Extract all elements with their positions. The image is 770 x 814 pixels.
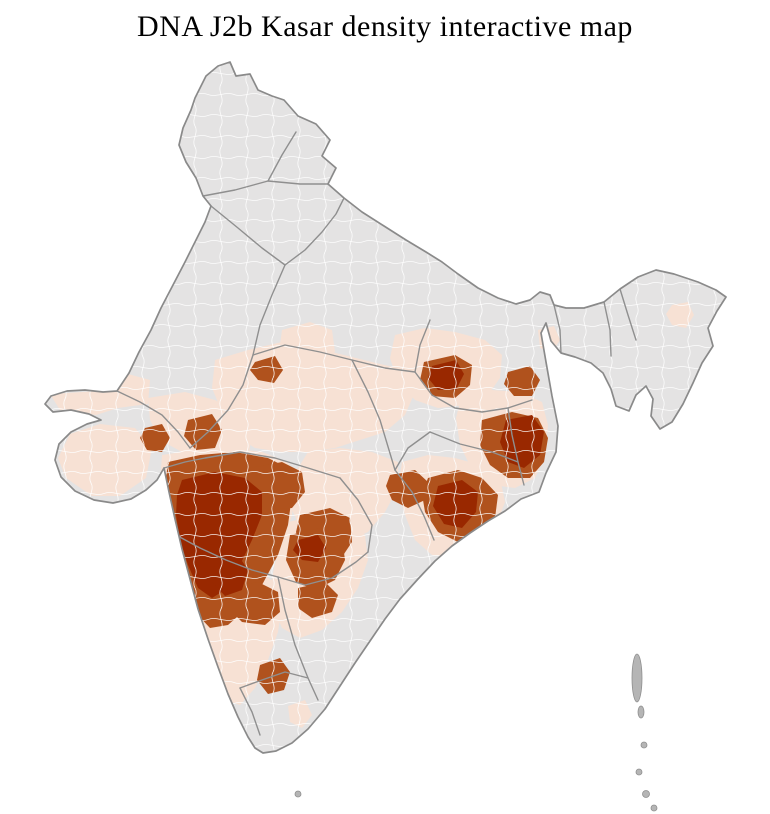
state-border-line <box>163 451 341 479</box>
state-border-line <box>603 301 612 357</box>
state-border-line <box>553 304 562 354</box>
island[interactable] <box>637 705 645 719</box>
island[interactable] <box>642 790 650 798</box>
state-border-line <box>619 288 637 341</box>
island[interactable] <box>635 768 643 776</box>
district-borders-layer <box>45 62 726 753</box>
island[interactable] <box>650 804 658 812</box>
state-border-line <box>239 687 261 736</box>
state-border-line <box>429 431 519 463</box>
state-border-line <box>277 576 319 701</box>
state-border-line <box>267 131 297 182</box>
state-border-line <box>175 534 279 578</box>
state-border-line <box>252 344 416 373</box>
state-border-line <box>116 390 191 449</box>
state-border-line <box>189 264 286 449</box>
island[interactable] <box>294 790 302 798</box>
state-border-line <box>210 205 286 266</box>
state-border-line <box>394 431 431 471</box>
state-border-line <box>239 671 309 689</box>
state-border-line <box>339 477 373 553</box>
state-border-line <box>284 197 345 266</box>
state-border-line <box>414 371 533 413</box>
state-border-line <box>351 359 396 471</box>
page-title: DNA J2b Kasar density interactive map <box>137 10 633 43</box>
state-border-line <box>507 407 525 486</box>
state-border-line <box>414 319 431 373</box>
island[interactable] <box>631 653 643 703</box>
island[interactable] <box>640 741 648 749</box>
state-borders <box>116 131 637 736</box>
andaman-nicobar-islands[interactable] <box>294 653 658 812</box>
state-border-line <box>277 551 369 586</box>
state-border-line <box>394 469 435 541</box>
